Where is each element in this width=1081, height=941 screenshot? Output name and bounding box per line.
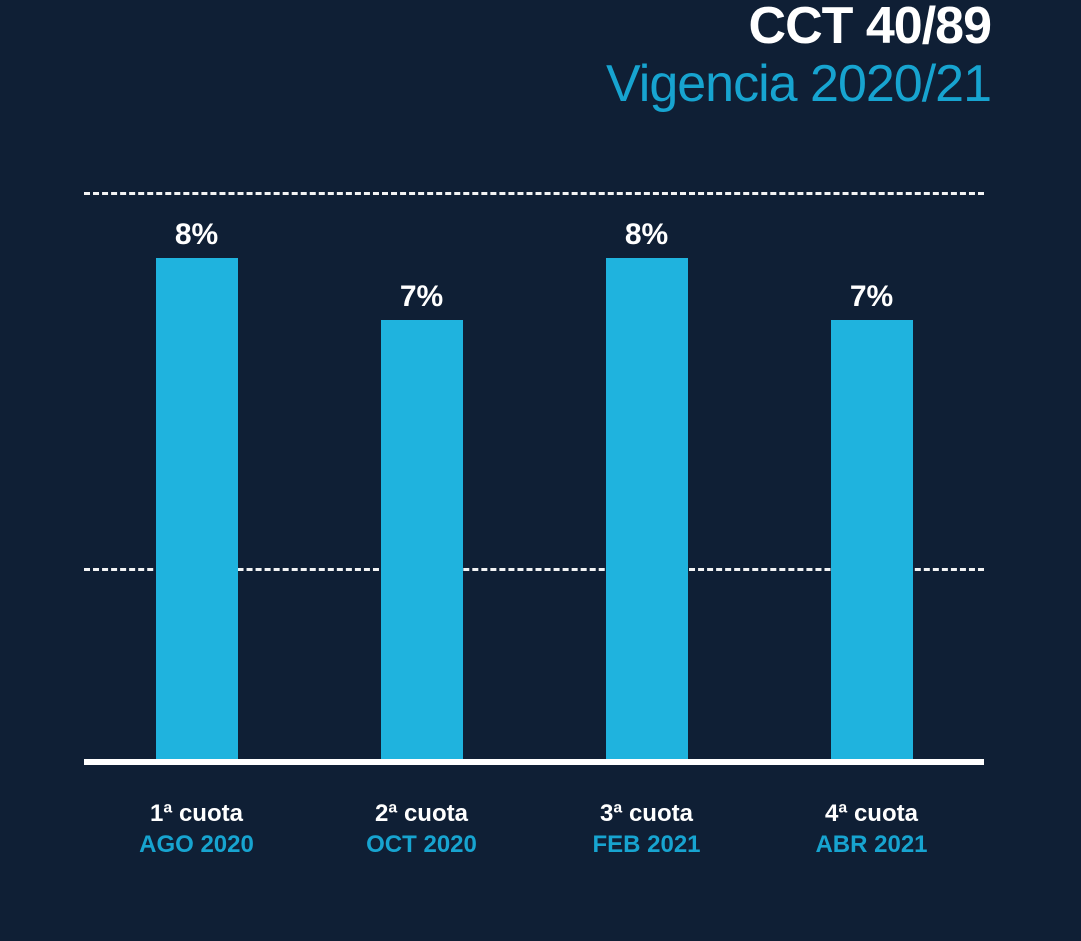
chart-title: CCT 40/89 [606, 0, 991, 52]
x-axis-label: 3ª cuotaFEB 2021 [534, 800, 759, 860]
bar-slot: 8% [534, 195, 759, 759]
bar [831, 320, 913, 759]
x-axis-label: 2ª cuotaOCT 2020 [309, 800, 534, 860]
x-axis-label-line2: ABR 2021 [759, 829, 984, 860]
x-axis-label-line2: AGO 2020 [84, 829, 309, 860]
x-axis-label-line1: 2ª cuota [309, 800, 534, 829]
x-axis-label-line1: 4ª cuota [759, 800, 984, 829]
bar-slot: 7% [759, 195, 984, 759]
chart-plot-area: 8% 7% 8% 7% [84, 195, 984, 765]
bar [606, 258, 688, 759]
bar-value-label: 8% [625, 218, 668, 252]
chart-baseline [84, 759, 984, 765]
x-axis-label-line1: 3ª cuota [534, 800, 759, 829]
x-axis-label-line2: FEB 2021 [534, 829, 759, 860]
bar [156, 258, 238, 759]
bar-slot: 7% [309, 195, 534, 759]
bar-value-label: 8% [175, 218, 218, 252]
bar-value-label: 7% [850, 280, 893, 314]
chart-x-labels: 1ª cuotaAGO 20202ª cuotaOCT 20203ª cuota… [84, 800, 984, 860]
bar-slot: 8% [84, 195, 309, 759]
chart-header: CCT 40/89 Vigencia 2020/21 [606, 0, 991, 117]
bar [381, 320, 463, 759]
x-axis-label: 1ª cuotaAGO 2020 [84, 800, 309, 860]
x-axis-label: 4ª cuotaABR 2021 [759, 800, 984, 860]
x-axis-label-line1: 1ª cuota [84, 800, 309, 829]
chart-bars: 8% 7% 8% 7% [84, 195, 984, 759]
x-axis-label-line2: OCT 2020 [309, 829, 534, 860]
chart-subtitle: Vigencia 2020/21 [606, 52, 991, 117]
bar-value-label: 7% [400, 280, 443, 314]
